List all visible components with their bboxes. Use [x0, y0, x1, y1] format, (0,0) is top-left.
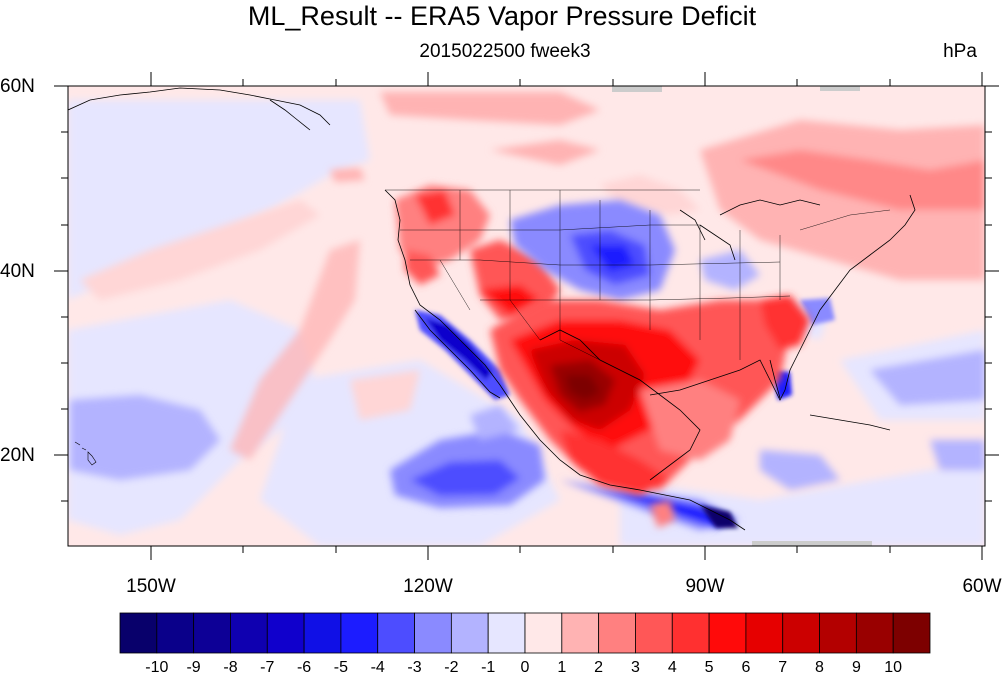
- colorbar-tick-label: 8: [815, 659, 824, 676]
- lat-label-40n: 40N: [0, 261, 35, 282]
- colorbar-swatch: [635, 612, 673, 654]
- colorbar-tick-label: 6: [741, 659, 751, 676]
- lon-label-90w: 90W: [685, 576, 725, 597]
- colorbar-swatch: [377, 612, 415, 654]
- colorbar-swatch: [782, 612, 820, 654]
- colorbar-tick-label: -3: [407, 659, 422, 676]
- state-borders: [385, 189, 891, 381]
- colorbar-swatch: [819, 612, 857, 654]
- colorbar-swatch: [671, 612, 710, 654]
- colorbar-tick-label: 9: [851, 659, 861, 676]
- missing-data-patch: [612, 86, 662, 92]
- map-subtitle: 2015022500 fweek3: [419, 41, 591, 62]
- colorbar-swatch: [230, 612, 268, 654]
- lon-label-60w: 60W: [962, 576, 1002, 597]
- colorbar-tick-label: -8: [223, 659, 238, 676]
- colorbar-tick-label: 0: [520, 659, 530, 676]
- colorbar-tick-label: 5: [704, 659, 714, 676]
- colorbar-tick-label: -6: [296, 659, 312, 676]
- colorbar-swatch: [598, 612, 636, 654]
- pacific-pink-streaks: [80, 200, 420, 460]
- plains-blue: [510, 200, 760, 300]
- colorbar-tick-label: 2: [594, 659, 604, 676]
- axis-ticks: [54, 72, 999, 560]
- colorbar-tick-label: -2: [444, 659, 459, 676]
- hawaii-coast: [74, 441, 97, 466]
- colorbar-tick-label: -7: [260, 659, 275, 676]
- colorbar-tick-label: 1: [557, 659, 567, 676]
- map-frame: [67, 85, 986, 547]
- lat-label-60n: 60N: [0, 76, 35, 97]
- colorbar-tick-label: -9: [186, 659, 201, 676]
- canada-pink: [380, 92, 985, 280]
- colorbar-swatch: [855, 612, 894, 654]
- blue-patches: [70, 350, 985, 530]
- colorbar-swatch: [450, 612, 489, 654]
- lat-label-20n: 20N: [0, 445, 35, 466]
- lon-label-150w: 150W: [126, 576, 176, 597]
- colorbar-tick-label: -5: [333, 659, 348, 676]
- colorbar-tick-label: -10: [145, 659, 169, 676]
- coastlines: [68, 87, 916, 531]
- colorbar-swatch: [487, 612, 526, 654]
- colorbar-tick-label: 7: [778, 659, 788, 676]
- units-label: hPa: [943, 41, 977, 62]
- colorbar-swatch: [193, 612, 231, 654]
- colorbar-tick-label: 3: [631, 659, 640, 676]
- baja-blue: [415, 298, 835, 528]
- colorbar-swatch: [708, 612, 747, 654]
- colorbar: [119, 612, 931, 654]
- colorbar-swatch: [340, 612, 379, 654]
- colorbar-swatch: [156, 612, 195, 654]
- colorbar-swatch: [414, 612, 452, 654]
- colorbar-swatch: [303, 612, 342, 654]
- colorbar-swatch: [119, 612, 158, 654]
- missing-data-patch: [820, 86, 860, 91]
- colorbar-tick-label: -1: [481, 659, 496, 676]
- colorbar-tick-label: 4: [667, 659, 677, 676]
- colorbar-swatch: [561, 612, 600, 654]
- colorbar-swatch: [892, 612, 931, 654]
- map-title: ML_Result -- ERA5 Vapor Pressure Deficit: [247, 1, 757, 31]
- colorbar-swatch: [266, 612, 305, 654]
- colorbar-swatch: [524, 612, 563, 654]
- lon-label-120w: 120W: [403, 576, 453, 597]
- colorbar-swatch: [745, 612, 784, 654]
- map-field: [68, 86, 985, 546]
- missing-data-patch: [752, 541, 872, 546]
- colorbar-tick-label: -4: [370, 659, 385, 676]
- colorbar-tick-label: 10: [884, 659, 903, 676]
